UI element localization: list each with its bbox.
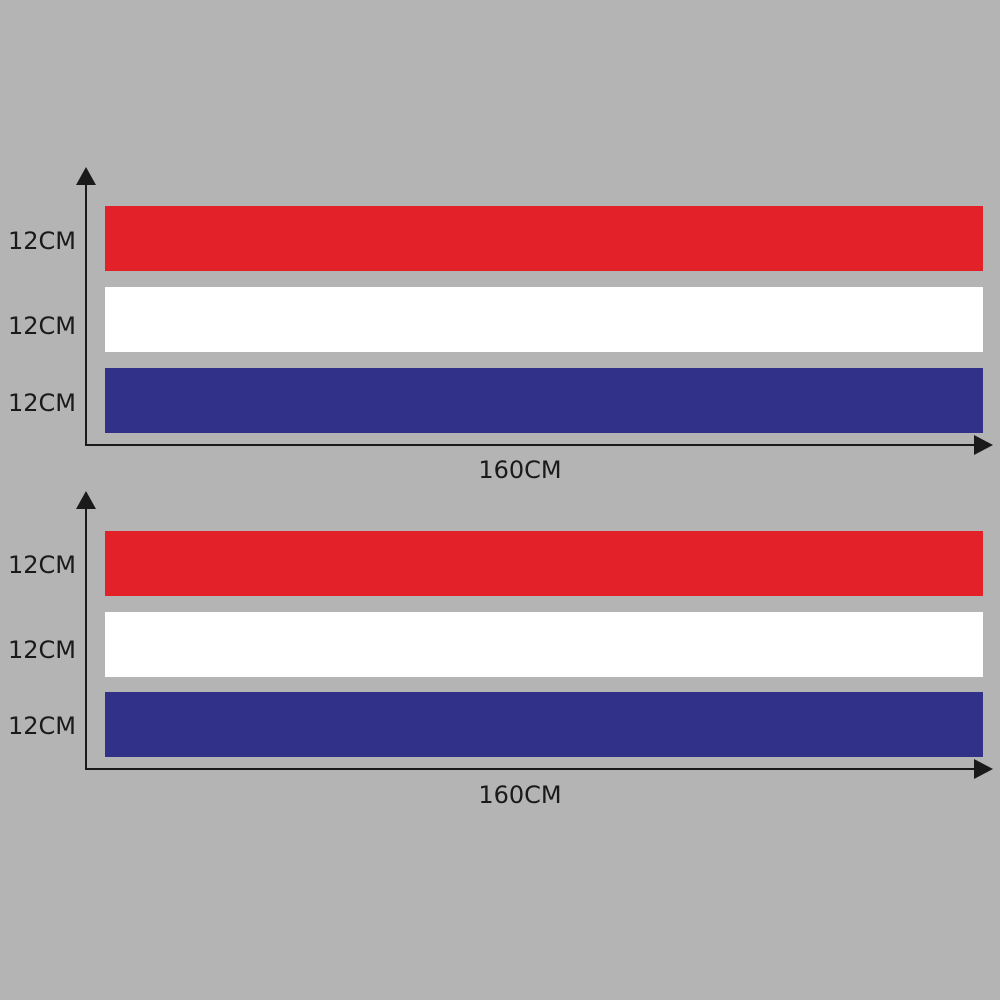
blue-stripe	[105, 368, 983, 433]
dimension-axes	[76, 167, 993, 455]
arrow-right-icon	[974, 435, 993, 455]
white-stripe	[105, 287, 983, 352]
arrow-up-icon	[76, 167, 96, 185]
white-stripe	[105, 612, 983, 677]
blue-stripe	[105, 692, 983, 757]
red-stripe-height-label: 12CM	[7, 551, 76, 579]
flag-stripe-diagram-2: 12CM 12CM 12CM 160CM	[0, 484, 1000, 814]
width-label: 160CM	[478, 781, 562, 809]
arrow-up-icon	[76, 491, 96, 509]
blue-stripe-height-label: 12CM	[7, 712, 76, 740]
flag-stripe-diagram-1: 12CM 12CM 12CM 160CM	[0, 160, 1000, 490]
white-stripe-height-label: 12CM	[7, 636, 76, 664]
dimension-axes	[76, 491, 993, 779]
red-stripe	[105, 206, 983, 271]
width-label: 160CM	[478, 456, 562, 484]
arrow-right-icon	[974, 759, 993, 779]
red-stripe	[105, 531, 983, 596]
blue-stripe-height-label: 12CM	[7, 389, 76, 417]
red-stripe-height-label: 12CM	[7, 227, 76, 255]
white-stripe-height-label: 12CM	[7, 312, 76, 340]
